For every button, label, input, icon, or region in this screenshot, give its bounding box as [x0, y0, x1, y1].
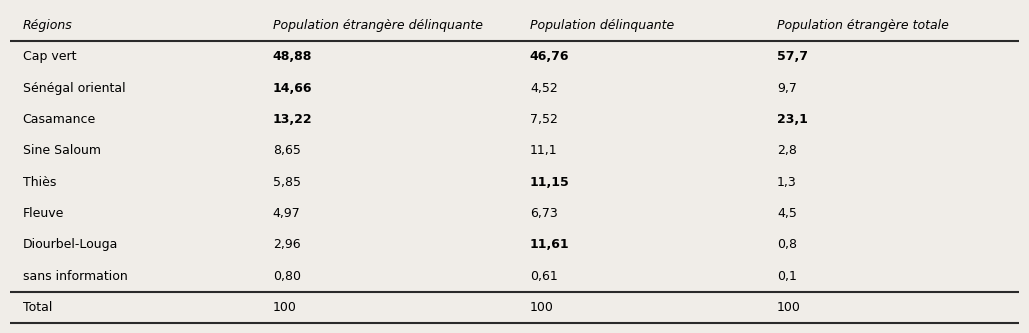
- Text: Casamance: Casamance: [23, 113, 96, 126]
- Text: Sine Saloum: Sine Saloum: [23, 144, 101, 158]
- Text: 0,61: 0,61: [530, 269, 558, 283]
- Text: 14,66: 14,66: [273, 82, 312, 95]
- Text: Régions: Régions: [23, 19, 72, 32]
- Text: 0,1: 0,1: [777, 269, 796, 283]
- Text: 4,97: 4,97: [273, 207, 300, 220]
- Text: 8,65: 8,65: [273, 144, 300, 158]
- Text: Population étrangère délinquante: Population étrangère délinquante: [273, 19, 483, 32]
- Text: 9,7: 9,7: [777, 82, 796, 95]
- Text: 13,22: 13,22: [273, 113, 313, 126]
- Text: 5,85: 5,85: [273, 175, 300, 189]
- Text: 100: 100: [777, 301, 801, 314]
- Text: 6,73: 6,73: [530, 207, 558, 220]
- Text: Fleuve: Fleuve: [23, 207, 64, 220]
- Text: 2,96: 2,96: [273, 238, 300, 251]
- Text: 4,5: 4,5: [777, 207, 796, 220]
- Text: 100: 100: [273, 301, 296, 314]
- Text: 7,52: 7,52: [530, 113, 558, 126]
- Text: Diourbel-Louga: Diourbel-Louga: [23, 238, 118, 251]
- Text: Cap vert: Cap vert: [23, 50, 76, 64]
- Text: 100: 100: [530, 301, 554, 314]
- Text: Thiès: Thiès: [23, 175, 56, 189]
- Text: 0,8: 0,8: [777, 238, 796, 251]
- Text: 46,76: 46,76: [530, 50, 569, 64]
- Text: 11,15: 11,15: [530, 175, 570, 189]
- Text: 11,61: 11,61: [530, 238, 570, 251]
- Text: 23,1: 23,1: [777, 113, 808, 126]
- Text: 0,80: 0,80: [273, 269, 300, 283]
- Text: 11,1: 11,1: [530, 144, 558, 158]
- Text: 1,3: 1,3: [777, 175, 796, 189]
- Text: sans information: sans information: [23, 269, 128, 283]
- Text: 57,7: 57,7: [777, 50, 808, 64]
- Text: Total: Total: [23, 301, 52, 314]
- Text: 4,52: 4,52: [530, 82, 558, 95]
- Text: 2,8: 2,8: [777, 144, 796, 158]
- Text: 48,88: 48,88: [273, 50, 312, 64]
- Text: Population étrangère totale: Population étrangère totale: [777, 19, 949, 32]
- Text: Sénégal oriental: Sénégal oriental: [23, 82, 126, 95]
- Text: Population délinquante: Population délinquante: [530, 19, 674, 32]
